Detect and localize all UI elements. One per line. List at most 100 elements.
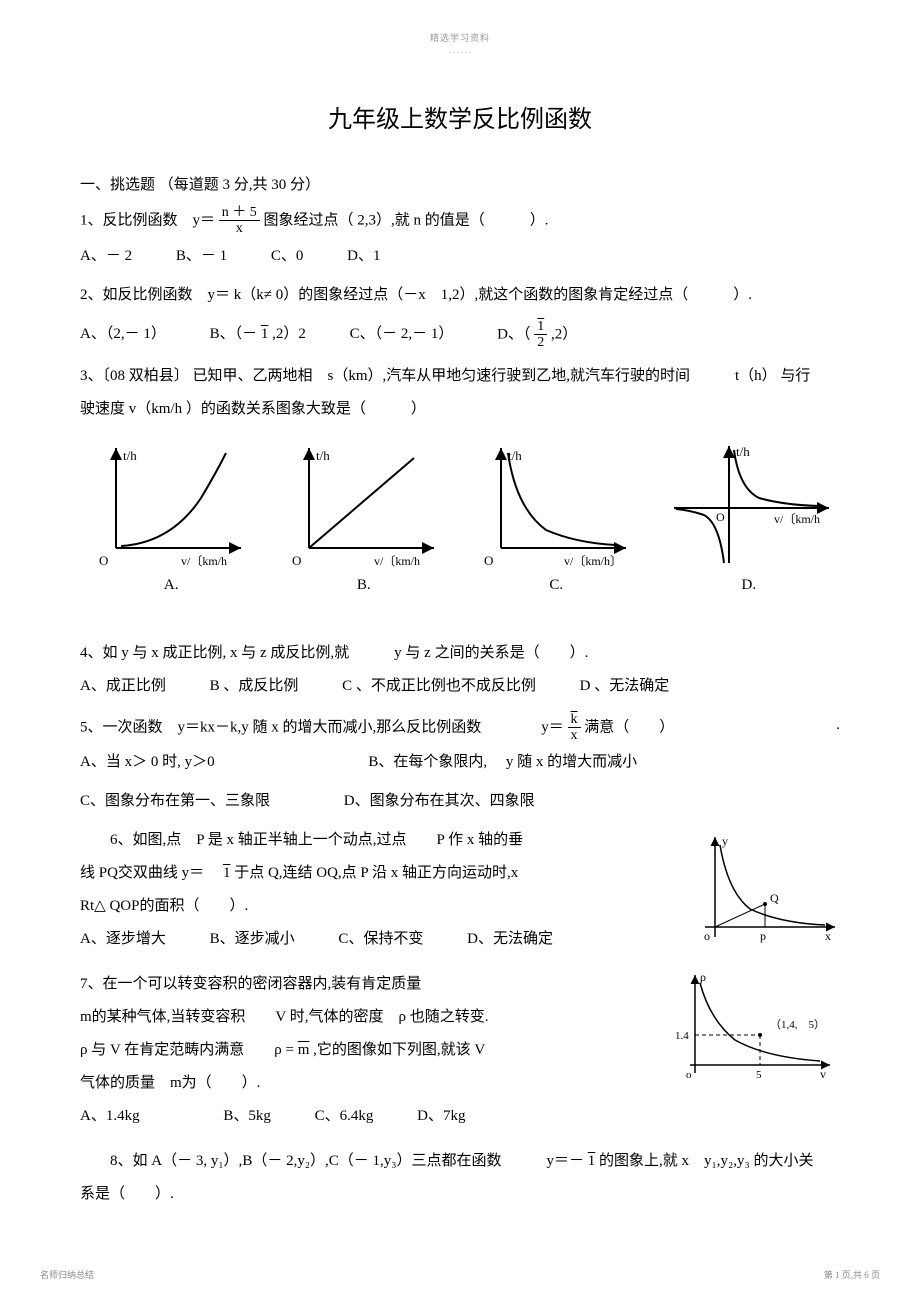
footer-right: 第 1 页,共 6 页 — [824, 1267, 880, 1283]
q4-stem: 4、如 y 与 x 成正比例, x 与 z 成反比例,就 y 与 z 之间的关系… — [80, 640, 840, 667]
section-heading: 一、挑选题 （每道题 3 分,共 30 分） — [80, 172, 840, 199]
q2-d-num: 1 — [534, 319, 547, 335]
header-note: 精选学习资料 — [80, 30, 840, 46]
q7-fig-pt: （1,4, 5） — [770, 1018, 825, 1031]
q8-one: 1 — [588, 1153, 596, 1169]
q7-fig-x: 5 — [756, 1069, 762, 1081]
q3-b-origin: O — [292, 553, 301, 568]
q3-graph-a: t/h O v/〔km/h A. — [80, 438, 262, 599]
q7-fig-rho: ρ — [700, 970, 706, 984]
q4-opt-a: A、成正比例 — [80, 673, 166, 700]
q1-frac: n ＋ 5 x — [219, 205, 260, 237]
page-title: 九年级上数学反比例函数 — [80, 99, 840, 142]
q6-fig-o: o — [704, 929, 710, 943]
q5-options-1: A、当 x＞ 0 时, y＞0 B、在每个象限内, y 随 x 的增大而减小 — [80, 749, 840, 776]
q5-frac-den: x — [568, 728, 581, 743]
q3-label-b: B. — [357, 572, 371, 599]
q5-opt-b: B、在每个象限内, y 随 x 的增大而减小 — [368, 749, 637, 776]
q3-graphs: t/h O v/〔km/h A. t/h O v/〔km/h B. — [80, 438, 840, 599]
q7-stem-c-a: ρ 与 V 在肯定范畴内满意 ρ = — [80, 1042, 294, 1058]
q3-label-a: A. — [164, 572, 179, 599]
q2-d-den: 2 — [534, 335, 547, 350]
q2-opt-b-b: ,2）2 — [272, 326, 306, 342]
q3-c-xlabel: v/〔km/h〕 — [564, 554, 622, 568]
q6-fig-x: x — [825, 929, 831, 943]
q1-frac-num: n ＋ 5 — [219, 205, 260, 221]
q5-stem: 5、一次函数 y＝kx－k,y 随 x 的增大而减小,那么反比例函数 y＝ k … — [80, 712, 840, 744]
q6-figure: Q y x o p — [690, 827, 840, 957]
q3-graph-b-svg: t/h O v/〔km/h — [284, 438, 444, 568]
q4-opt-b: B 、成反比例 — [210, 673, 299, 700]
q3-d-xlabel: v/〔km/h — [774, 512, 820, 526]
q1-stem-b: 图象经过点（ 2,3）,就 n 的值是（ ）. — [264, 212, 549, 228]
q3-b-xlabel: v/〔km/h — [374, 554, 420, 568]
q2-opt-d-frac: 1 2 — [534, 319, 547, 351]
q3-label-c: C. — [549, 572, 563, 599]
q5-dot: . — [836, 712, 840, 739]
q1-stem-a: 1、反比例函数 y＝ — [80, 212, 215, 228]
q7-opt-c: C、6.4kg — [315, 1103, 374, 1130]
q6-opt-a: A、逐步增大 — [80, 926, 166, 953]
q8-stem-c: 系是（ ）. — [80, 1181, 840, 1208]
q8-stem: 8、如 A（－ 3, y₁）,B（－ 2,y₂）,C（－ 1,y₃）三点都在函数… — [80, 1148, 840, 1175]
q1-opt-d: D、1 — [347, 243, 380, 270]
q2-opt-b: B、（－ 1 ,2）2 — [210, 321, 306, 348]
q7-fig-o: o — [686, 1069, 692, 1081]
q5-opt-d: D、图象分布在其次、四象限 — [344, 788, 535, 815]
q2-opt-d-b: ,2） — [551, 326, 577, 342]
q6-fig-y: y — [722, 834, 728, 848]
q5-frac-num: k — [568, 712, 581, 728]
q6-stem-b-b: 于点 Q,连结 OQ,点 P 沿 x 轴正方向运动时,x — [234, 865, 518, 881]
q1-opt-b: B、－ 1 — [176, 243, 227, 270]
q3-graph-d: t/h O v/〔km/h D. — [658, 438, 840, 599]
q1-stem: 1、反比例函数 y＝ n ＋ 5 x 图象经过点（ 2,3）,就 n 的值是（ … — [80, 205, 840, 237]
q3-c-ylabel: t/h — [508, 448, 522, 463]
q6-opt-d: D、无法确定 — [467, 926, 553, 953]
q2-options: A、（2,－ 1） B、（－ 1 ,2）2 C、（－ 2,－ 1） D、（ 1 … — [80, 319, 840, 351]
q7-fig-v: v — [820, 1067, 826, 1081]
q7-m: m — [298, 1042, 310, 1058]
q4-options: A、成正比例 B 、成反比例 C 、不成正比例也不成反比例 D 、无法确定 — [80, 673, 840, 700]
q7-opt-d: D、7kg — [417, 1103, 465, 1130]
q2-stem: 2、如反比例函数 y＝ k（k≠ 0）的图象经过点（－x 1,2）,就这个函数的… — [80, 282, 840, 309]
q7-opt-b: B、5kg — [223, 1103, 271, 1130]
q1-frac-den: x — [219, 221, 260, 236]
q3-c-origin: O — [484, 553, 493, 568]
q5-stem-b: 满意（ ） — [584, 719, 674, 735]
q3-b-ylabel: t/h — [316, 448, 330, 463]
q4-opt-c: C 、不成正比例也不成反比例 — [342, 673, 536, 700]
q6-opt-b: B、逐步减小 — [210, 926, 295, 953]
q3-a-xlabel: v/〔km/h — [181, 554, 227, 568]
footer-left: 名师归纳总结 — [40, 1267, 94, 1283]
q3-stem-b: 驶速度 v（km/h ）的函数关系图象大致是（ ） — [80, 396, 840, 423]
q7-figure: ρ （1,4, 5） 1.4 5 v o — [670, 965, 840, 1095]
q3-d-ylabel: t/h — [736, 444, 750, 459]
q7-opt-a: A、1.4kg — [80, 1103, 140, 1130]
q2-opt-d: D、（ 1 2 ,2） — [497, 319, 577, 351]
q2-opt-b-a: B、（－ — [210, 326, 258, 342]
q8-stem-a: 8、如 A（－ 3, y₁）,B（－ 2,y₂）,C（－ 1,y₃）三点都在函数… — [110, 1153, 584, 1169]
q3-graph-d-svg: t/h O v/〔km/h — [664, 438, 834, 568]
q8-stem-b: 的图象上,就 x y₁,y₂,y₃ 的大小关 — [599, 1153, 813, 1169]
q6-opt-c: C、保持不变 — [338, 926, 423, 953]
q3-stem-a: 3、〔08 双柏县〕 已知甲、乙两地相 s（km）,汽车从甲地匀速行驶到乙地,就… — [80, 363, 840, 390]
q2-opt-d-a: D、（ — [497, 326, 530, 342]
q1-opt-c: C、0 — [271, 243, 304, 270]
q2-opt-b-ov: 1 — [261, 326, 269, 342]
q5-options-2: C、图象分布在第一、三象限 D、图象分布在其次、四象限 — [80, 788, 840, 815]
q5-opt-a: A、当 x＞ 0 时, y＞0 — [80, 749, 215, 776]
q3-graph-a-svg: t/h O v/〔km/h — [91, 438, 251, 568]
q6-stem-b-a: 线 PQ交双曲线 y＝ — [80, 865, 219, 881]
q5-opt-c: C、图象分布在第一、三象限 — [80, 788, 270, 815]
q5-frac: k x — [568, 712, 581, 744]
q7-fig-y: 1.4 — [675, 1030, 689, 1042]
q3-graph-c: t/h O v/〔km/h〕 C. — [465, 438, 647, 599]
q5-stem-a: 5、一次函数 y＝kx－k,y 随 x 的增大而减小,那么反比例函数 y＝ — [80, 719, 564, 735]
q6-fig-p: p — [760, 929, 766, 943]
q2-opt-a: A、（2,－ 1） — [80, 321, 166, 348]
q4-opt-d: D 、无法确定 — [580, 673, 670, 700]
q3-graph-c-svg: t/h O v/〔km/h〕 — [476, 438, 636, 568]
q3-label-d: D. — [741, 572, 756, 599]
q2-opt-c: C、（－ 2,－ 1） — [350, 321, 454, 348]
q1-options: A、－ 2 B、－ 1 C、0 D、1 — [80, 243, 840, 270]
